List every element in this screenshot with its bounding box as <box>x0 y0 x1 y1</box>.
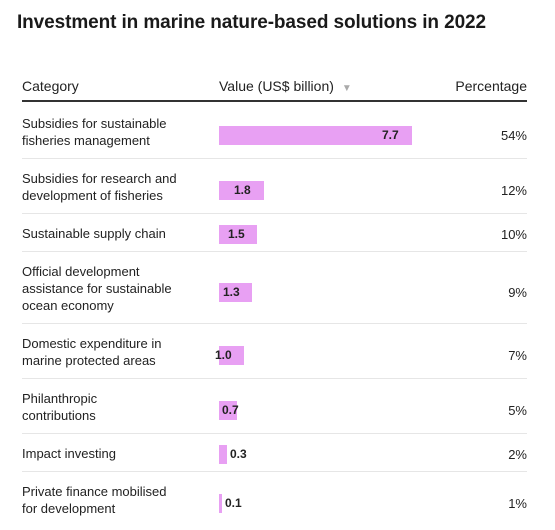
column-header-percentage-label: Percentage <box>455 78 527 94</box>
row-category-line: for development <box>22 501 116 516</box>
column-header-category-label: Category <box>22 78 79 94</box>
percentage-value: 1% <box>508 496 527 511</box>
row-category-line: contributions <box>22 408 96 423</box>
sort-down-icon: ▼ <box>341 83 352 94</box>
value-bar <box>219 494 222 513</box>
value-bar <box>219 181 264 200</box>
row-category-line: ocean economy <box>22 298 114 313</box>
percentage-value: 5% <box>508 403 527 418</box>
value-label: 7.7 <box>382 128 399 142</box>
value-label: 1.0 <box>215 348 232 362</box>
row-category-line: Subsidies for sustainable <box>22 116 167 131</box>
row-category-line: Sustainable supply chain <box>22 226 166 241</box>
column-header-value-label: Value (US$ billion) <box>219 78 334 94</box>
percentage-value: 12% <box>500 183 527 198</box>
table-row: Domestic expenditure in marine protected … <box>22 324 527 379</box>
row-category: Private finance mobilised for development <box>22 483 202 517</box>
column-header-value[interactable]: Value (US$ billion) ▼ <box>219 78 352 94</box>
row-category-line: Private finance mobilised <box>22 484 167 499</box>
table-row: Sustainable supply chain 1.5 10% <box>22 214 527 252</box>
row-category-line: assistance for sustainable <box>22 281 172 296</box>
row-category: Domestic expenditure in marine protected … <box>22 335 202 369</box>
row-category-line: Official development <box>22 264 140 279</box>
row-category: Impact investing <box>22 445 202 462</box>
row-category-line: development of fisheries <box>22 188 163 203</box>
value-label: 0.7 <box>222 403 239 417</box>
row-category-line: Subsidies for research and <box>22 171 177 186</box>
row-category: Subsidies for research and development of… <box>22 170 202 204</box>
value-bar <box>219 346 244 365</box>
table-row: Philanthropic contributions 0.7 5% <box>22 379 527 434</box>
table-row: Private finance mobilised for development… <box>22 472 527 527</box>
value-bar <box>219 283 252 302</box>
table-row: Subsidies for sustainable fisheries manag… <box>22 104 527 159</box>
row-category: Subsidies for sustainable fisheries manag… <box>22 115 202 149</box>
percentage-value: 2% <box>508 447 527 462</box>
value-label: 0.3 <box>230 447 247 461</box>
percentage-value: 54% <box>500 128 527 143</box>
row-category: Sustainable supply chain <box>22 225 202 242</box>
value-bar <box>219 126 412 145</box>
table-row: Impact investing 0.3 2% <box>22 434 527 472</box>
column-header-category[interactable]: Category <box>22 78 79 94</box>
column-header-percentage[interactable]: Percentage <box>455 78 527 94</box>
table-header: Category Value (US$ billion) ▼ Percentage <box>22 70 527 102</box>
percentage-value: 9% <box>508 285 527 300</box>
row-category-line: marine protected areas <box>22 353 156 368</box>
table-row: Official development assistance for susta… <box>22 252 527 324</box>
value-bar <box>219 401 237 420</box>
percentage-value: 10% <box>500 227 527 242</box>
table-row: Subsidies for research and development of… <box>22 159 527 214</box>
value-label: 1.8 <box>234 183 251 197</box>
row-category: Philanthropic contributions <box>22 390 202 424</box>
row-category-line: Philanthropic <box>22 391 98 406</box>
percentage-value: 7% <box>508 348 527 363</box>
value-label: 1.5 <box>228 227 245 241</box>
row-category-line: Domestic expenditure in <box>22 336 162 351</box>
value-bar <box>219 225 257 244</box>
row-category-line: fisheries management <box>22 133 150 148</box>
row-category-line: Impact investing <box>22 446 116 461</box>
value-label: 1.3 <box>223 285 240 299</box>
row-category: Official development assistance for susta… <box>22 263 202 314</box>
chart-title: Investment in marine nature-based soluti… <box>17 12 486 33</box>
value-bar <box>219 445 227 464</box>
value-label: 0.1 <box>225 496 242 510</box>
